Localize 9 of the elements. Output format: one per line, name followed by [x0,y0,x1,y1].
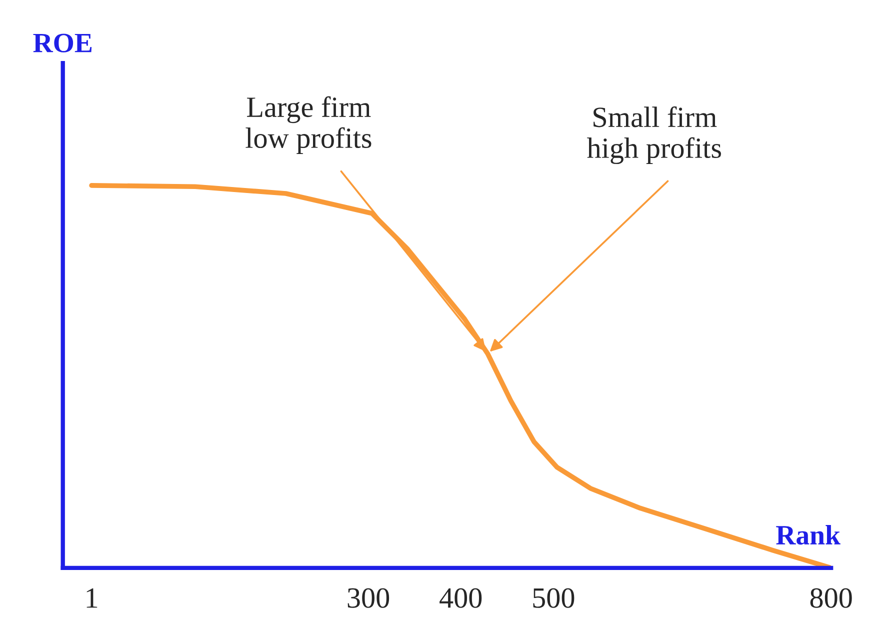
annotation: Large firm low profits [246,96,372,154]
x-tick-label: 400 [440,588,482,608]
x-tick-label: 1 [86,588,98,608]
x-tick-label: 500 [533,588,574,608]
x-axis-title: Rank [776,525,840,545]
x-tick-label: 800 [810,588,852,608]
x-tick-label: 300 [348,588,390,608]
annotation: Small firm high profits [587,106,721,164]
y-axis-title: ROE [33,34,92,52]
